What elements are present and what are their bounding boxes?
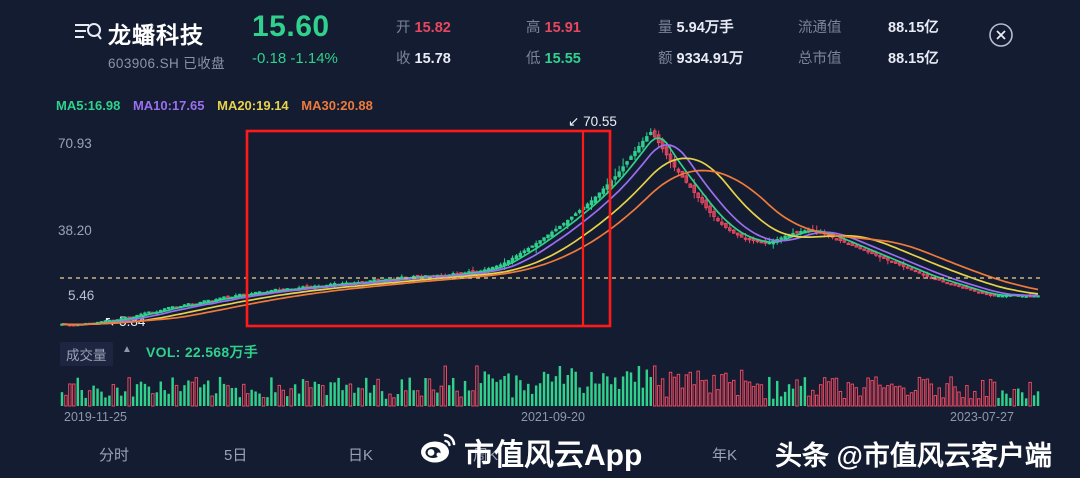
stat-open: 开 15.82	[396, 16, 451, 37]
stat-turnover-label: 额	[658, 51, 673, 67]
stat-close-label: 收	[396, 51, 411, 67]
candlestick-series	[60, 128, 1040, 327]
stat-high: 高 15.91	[526, 16, 581, 37]
volume-panel-label[interactable]: 成交量	[60, 342, 113, 366]
weibo-watermark-text: 市值风云App	[464, 439, 643, 472]
stat-low: 低 15.55	[526, 47, 581, 68]
last-price: 15.60	[252, 10, 330, 43]
stat-float-cap-value-wrap: 88.15亿	[888, 16, 939, 37]
chart-period-tabbar[interactable]: 分时 5日 日K 周K 年K	[0, 432, 1080, 478]
ma30-legend: MA30:20.88	[301, 98, 373, 113]
stat-turnover: 额 9334.91万	[658, 47, 743, 68]
high-annotation: ↙ 70.55	[568, 114, 617, 130]
tab-dayk[interactable]: 日K	[348, 447, 374, 464]
toutiao-watermark: 头条 @市值风云客户端	[775, 441, 1052, 471]
tab-yeark[interactable]: 年K	[712, 447, 738, 464]
ma5-legend: MA5:16.98	[56, 98, 121, 113]
tab-weekk[interactable]: 周K	[473, 447, 499, 464]
stat-close: 收 15.78	[396, 47, 451, 68]
highlight-rectangle	[245, 129, 612, 328]
kline-plot	[60, 128, 1040, 407]
tab-5day[interactable]: 5日	[224, 447, 248, 464]
volume-value: VOL: 22.568万手	[146, 344, 259, 360]
list-search-icon	[74, 20, 102, 44]
ma20-legend: MA20:19.14	[217, 98, 289, 113]
high-arrow-icon: ↙	[568, 114, 580, 129]
high-annotation-value: 70.55	[583, 114, 617, 129]
y-axis-label-top: 70.93	[58, 136, 92, 151]
moving-average-lines	[61, 137, 1039, 326]
stock-code-status: 603906.SH 已收盘	[108, 56, 226, 71]
stat-open-value: 15.82	[414, 20, 451, 36]
stat-low-value: 15.55	[544, 51, 581, 67]
stat-float-cap-label-wrap: 流通值	[798, 16, 842, 37]
tab-fenshi[interactable]: 分时	[99, 447, 130, 464]
weibo-watermark: 市值风云App	[420, 430, 642, 474]
stat-high-label: 高	[526, 20, 541, 36]
stat-total-cap-value-wrap: 88.15亿	[888, 47, 939, 68]
x-axis-label-middle: 2021-09-20	[521, 410, 585, 424]
stat-volume: 量 5.94万手	[658, 16, 734, 37]
stat-turnover-value: 9334.91万	[676, 51, 744, 67]
volume-bars	[60, 365, 1040, 407]
stat-close-value: 15.78	[414, 51, 451, 67]
stock-name: 龙蟠科技	[108, 22, 204, 48]
stat-total-cap-label: 总市值	[798, 51, 842, 67]
stat-total-cap-value: 88.15亿	[888, 51, 939, 67]
stat-volume-label: 量	[658, 20, 673, 36]
kline-chart-area[interactable]: MA5:16.98 MA10:17.65 MA20:19.14 MA30:20.…	[0, 84, 1080, 432]
close-circle-icon[interactable]	[988, 22, 1014, 48]
x-axis-label-start: 2019-11-25	[64, 410, 128, 424]
stat-float-cap-label: 流通值	[798, 20, 842, 36]
ma-legend: MA5:16.98 MA10:17.65 MA20:19.14 MA30:20.…	[56, 98, 382, 113]
weibo-logo-icon	[420, 432, 458, 472]
ma10-legend: MA10:17.65	[132, 98, 205, 113]
y-axis-label-bottom: 5.46	[68, 288, 95, 303]
price-change: -0.18 -1.14%	[252, 50, 338, 67]
stat-total-cap-label-wrap: 总市值	[798, 47, 842, 68]
x-axis-label-end: 2023-07-27	[950, 410, 1014, 424]
stat-low-label: 低	[526, 51, 541, 67]
stat-open-label: 开	[396, 20, 411, 36]
stat-float-cap-value: 88.15亿	[888, 20, 939, 36]
stat-volume-value: 5.94万手	[676, 20, 734, 36]
y-axis-label-mid: 38.20	[58, 223, 92, 238]
triangle-up-icon[interactable]: ▲	[122, 344, 132, 355]
stock-header: 龙蟠科技 603906.SH 已收盘 15.60 -0.18 -1.14% 开 …	[0, 0, 1080, 84]
stat-high-value: 15.91	[544, 20, 581, 36]
